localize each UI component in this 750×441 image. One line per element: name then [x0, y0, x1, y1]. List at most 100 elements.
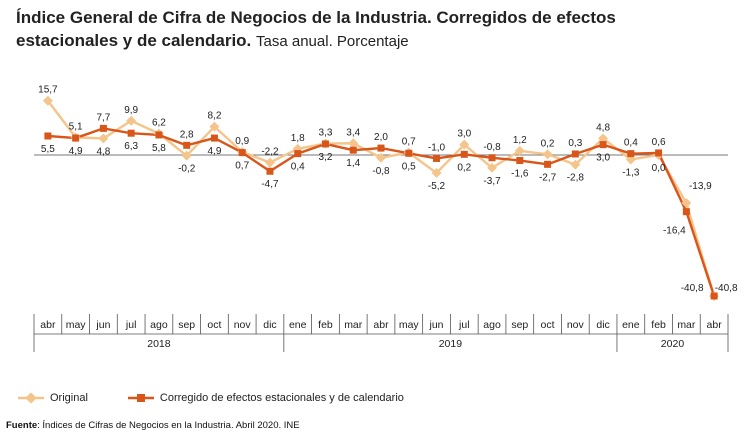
data-label-original: -3,7 — [483, 176, 501, 187]
data-point-original — [348, 138, 359, 149]
data-label-original: 5,1 — [69, 121, 83, 132]
data-label-original: -0,8 — [372, 166, 390, 177]
data-label-corrected: 0,5 — [402, 161, 416, 172]
data-point-corrected — [488, 154, 496, 162]
source-text: : Índices de Cifras de Negocios en la In… — [37, 420, 300, 431]
data-label-corrected: 0,2 — [457, 162, 471, 173]
x-tick-label: abr — [373, 319, 389, 331]
data-label-original: 3,0 — [457, 129, 471, 140]
data-point-original — [487, 162, 497, 173]
x-tick-label: mar — [344, 319, 363, 331]
data-label-corrected: 0,3 — [568, 138, 582, 149]
year-label: 2018 — [147, 338, 171, 350]
data-point-corrected — [571, 150, 579, 158]
data-label-original: -13,9 — [689, 181, 712, 192]
x-tick-label: ago — [150, 319, 168, 331]
data-label-corrected: -4,7 — [261, 179, 279, 190]
data-label-corrected: 0,4 — [291, 162, 305, 173]
data-label-corrected: 0,7 — [235, 161, 249, 172]
data-label-corrected: -1,0 — [428, 142, 446, 153]
data-point-corrected — [682, 208, 690, 216]
data-label-corrected: -40,8 — [715, 283, 738, 294]
data-label-original: -40,8 — [681, 283, 704, 294]
data-point-original — [126, 115, 137, 126]
data-point-original — [265, 157, 275, 168]
data-point-original — [42, 95, 53, 106]
data-label-corrected: -2,7 — [539, 172, 557, 183]
data-label-corrected: -16,4 — [663, 226, 686, 237]
data-point-corrected — [377, 144, 385, 152]
data-point-original — [598, 133, 609, 144]
data-label-original: 4,8 — [596, 122, 610, 133]
data-label-corrected: 0,6 — [652, 137, 666, 148]
data-point-corrected — [516, 157, 524, 165]
data-point-corrected — [321, 140, 329, 148]
x-tick-label: sep — [178, 319, 195, 331]
data-point-original — [542, 149, 553, 160]
data-label-original: 1,2 — [513, 135, 527, 146]
data-label-corrected: 6,3 — [124, 141, 138, 152]
x-tick-label: ene — [622, 319, 640, 331]
data-point-original — [459, 139, 470, 150]
data-point-corrected — [627, 150, 635, 158]
x-tick-label: may — [399, 319, 420, 331]
data-point-corrected — [433, 154, 441, 162]
data-point-original — [376, 152, 386, 163]
x-tick-label: mar — [677, 319, 696, 331]
x-tick-label: dic — [263, 319, 276, 331]
data-point-corrected — [460, 150, 468, 158]
legend-swatch-original — [18, 393, 44, 403]
x-tick-label: oct — [541, 319, 555, 331]
year-label: 2019 — [439, 338, 463, 350]
data-label-corrected: 7,7 — [96, 112, 110, 123]
data-label-corrected: 4,9 — [207, 146, 221, 157]
data-point-corrected — [655, 149, 663, 157]
data-label-corrected: 4,9 — [69, 146, 83, 157]
data-point-corrected — [266, 167, 274, 175]
source-note: Fuente: Índices de Cifras de Negocios en… — [6, 420, 300, 431]
data-point-original — [98, 133, 109, 144]
legend-label-corrected: Corregido de efectos estacionales y de c… — [159, 392, 404, 404]
chart-title: Índice General de Cifra de Negocios de l… — [16, 6, 716, 53]
title-bold: Índice General de Cifra de Negocios de l… — [16, 8, 616, 50]
legend-swatch-corrected — [127, 394, 154, 402]
data-label-original: 9,9 — [124, 105, 138, 116]
x-tick-label: ene — [289, 319, 307, 331]
data-point-corrected — [44, 132, 52, 140]
legend: Original Corregido de efectos estacional… — [18, 392, 404, 404]
data-point-corrected — [710, 292, 718, 300]
data-point-corrected — [183, 141, 191, 149]
data-label-original: -0,2 — [178, 164, 196, 175]
data-point-original — [431, 168, 442, 178]
data-label-original: 0,0 — [652, 163, 666, 174]
x-tick-label: feb — [651, 319, 666, 331]
data-label-corrected: 1,4 — [346, 158, 360, 169]
data-point-corrected — [72, 134, 80, 142]
data-label-original: -2,8 — [567, 173, 585, 184]
data-point-corrected — [405, 149, 413, 157]
x-tick-label: sep — [511, 319, 528, 331]
data-point-original — [570, 159, 581, 170]
data-label-corrected: -0,8 — [483, 142, 501, 153]
data-label-original: 15,7 — [38, 85, 58, 96]
x-tick-label: feb — [318, 319, 333, 331]
data-label-corrected: 5,8 — [152, 143, 166, 154]
data-label-corrected: 3,2 — [319, 152, 333, 163]
x-tick-label: may — [66, 319, 87, 331]
data-point-corrected — [210, 134, 218, 142]
x-tick-label: jun — [429, 319, 444, 331]
data-label-original: 3,4 — [346, 127, 360, 138]
data-point-original — [181, 150, 192, 161]
data-point-corrected — [238, 149, 246, 157]
data-label-original: -2,2 — [261, 147, 279, 158]
x-tick-label: ago — [483, 319, 501, 331]
data-label-corrected: 3,0 — [596, 153, 610, 164]
data-point-corrected — [127, 129, 135, 137]
source-label: Fuente — [6, 420, 38, 431]
title-subtitle: Tasa anual. Porcentaje — [256, 33, 409, 50]
data-label-original: 8,2 — [207, 111, 221, 122]
x-tick-label: abr — [40, 319, 56, 331]
data-label-original: 0,2 — [541, 138, 555, 149]
data-point-original — [681, 198, 692, 208]
